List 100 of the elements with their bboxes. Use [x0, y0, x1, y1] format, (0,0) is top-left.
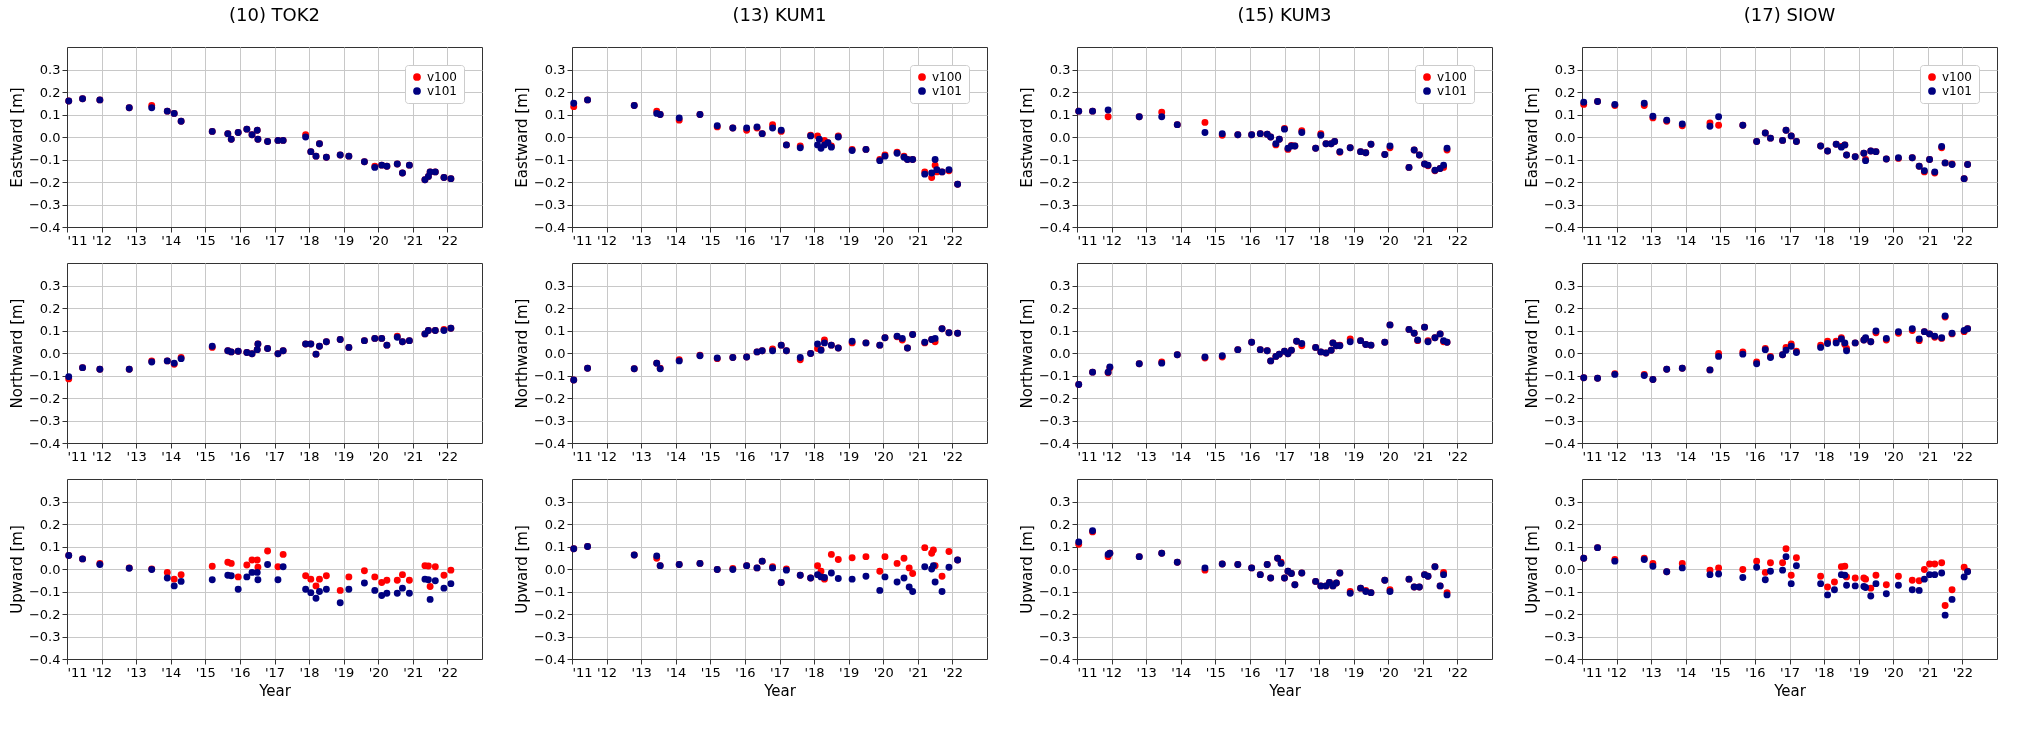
x-tick-label: '18 — [1814, 664, 1835, 680]
x-tick-label: '22 — [437, 448, 458, 464]
chart-title: (13) KUM1 — [732, 4, 827, 25]
y-tick-label: 0.3 — [39, 62, 61, 77]
x-tick-label: '11 — [1582, 664, 1603, 680]
legend-label: v101 — [932, 84, 963, 98]
y-tick-label: 0.0 — [1554, 561, 1576, 577]
x-tick-label: '15 — [195, 664, 216, 680]
legend-label: v101 — [1437, 84, 1468, 98]
x-tick-label: '18 — [299, 448, 320, 464]
x-axis-title: Year — [1773, 681, 1807, 700]
x-tick-label: '21 — [1413, 664, 1434, 680]
y-tick-label: 0.1 — [1554, 107, 1576, 122]
x-tick-label: '17 — [1779, 664, 1801, 680]
y-tick-label: 0.0 — [544, 345, 566, 361]
x-tick-label: '22 — [942, 232, 963, 248]
y-tick-label: −0.3 — [1543, 629, 1576, 644]
x-tick-label: '13 — [126, 232, 147, 248]
y-tick-label: −0.1 — [1543, 152, 1576, 167]
x-tick-label: '20 — [1883, 232, 1904, 248]
y-tick-label: −0.1 — [28, 368, 61, 383]
y-tick-label: 0.1 — [1554, 539, 1576, 554]
x-tick-label: '14 — [666, 664, 687, 680]
x-tick-label: '15 — [1710, 232, 1731, 248]
x-tick-label: '12 — [597, 664, 618, 680]
x-tick-label: '14 — [161, 448, 182, 464]
x-tick-label: '19 — [1344, 664, 1365, 680]
x-tick-label: '12 — [92, 664, 113, 680]
y-axis-title: Northward [m] — [7, 298, 26, 409]
y-tick-label: −0.4 — [533, 435, 566, 451]
y-tick-label: −0.3 — [28, 413, 61, 428]
x-tick-label: '20 — [873, 232, 894, 248]
x-tick-label: '19 — [839, 232, 860, 248]
y-tick-label: 0.2 — [1554, 300, 1576, 316]
x-tick-label: '13 — [631, 232, 652, 248]
y-tick-label: −0.4 — [1543, 435, 1576, 451]
x-tick-label: '18 — [299, 232, 320, 248]
x-tick-label: '13 — [1136, 232, 1157, 248]
y-tick-label: −0.3 — [1543, 413, 1576, 428]
x-tick-label: '18 — [299, 664, 320, 680]
y-tick-label: 0.2 — [544, 516, 566, 532]
y-tick-label: 0.0 — [39, 561, 61, 577]
y-tick-label: 0.3 — [39, 494, 61, 509]
x-tick-label: '17 — [1274, 664, 1296, 680]
y-tick-label: 0.0 — [544, 129, 566, 145]
x-tick-label: '13 — [1641, 664, 1662, 680]
x-tick-label: '15 — [700, 664, 721, 680]
x-tick-label: '16 — [735, 664, 756, 680]
y-tick-label: 0.3 — [39, 278, 61, 293]
x-tick-label: '13 — [1641, 448, 1662, 464]
x-tick-label: '15 — [1205, 448, 1226, 464]
x-tick-label: '20 — [368, 664, 389, 680]
x-tick-label: '11 — [572, 448, 593, 464]
x-tick-label: '20 — [1883, 664, 1904, 680]
y-tick-label: −0.3 — [28, 197, 61, 212]
x-tick-label: '16 — [230, 232, 251, 248]
x-tick-label: '22 — [1447, 232, 1468, 248]
x-tick-label: '22 — [942, 664, 963, 680]
x-tick-label: '22 — [1952, 448, 1973, 464]
x-tick-label: '17 — [1779, 448, 1801, 464]
y-tick-label: 0.1 — [544, 323, 566, 338]
x-tick-label: '12 — [597, 448, 618, 464]
y-tick-label: 0.1 — [39, 107, 61, 122]
y-axis-title: Eastward [m] — [7, 87, 26, 188]
x-tick-label: '14 — [161, 664, 182, 680]
x-tick-label: '13 — [1641, 232, 1662, 248]
x-tick-label: '16 — [1240, 232, 1261, 248]
y-tick-label: −0.3 — [533, 197, 566, 212]
x-tick-label: '11 — [1077, 232, 1098, 248]
x-tick-label: '18 — [804, 448, 825, 464]
y-tick-label: 0.2 — [39, 516, 61, 532]
x-tick-label: '13 — [126, 448, 147, 464]
y-tick-label: 0.2 — [1049, 300, 1071, 316]
y-tick-label: 0.1 — [1049, 323, 1071, 338]
x-tick-label: '15 — [1710, 664, 1731, 680]
y-tick-label: −0.1 — [533, 368, 566, 383]
y-tick-label: 0.1 — [39, 539, 61, 554]
x-tick-label: '17 — [1274, 448, 1296, 464]
y-axis-title: Northward [m] — [1017, 298, 1036, 409]
x-tick-label: '17 — [769, 232, 791, 248]
x-tick-label: '14 — [1171, 448, 1192, 464]
x-tick-label: '16 — [230, 448, 251, 464]
y-tick-label: −0.1 — [28, 152, 61, 167]
y-tick-label: −0.4 — [1543, 219, 1576, 235]
y-tick-label: 0.3 — [1049, 494, 1071, 509]
x-tick-label: '16 — [1745, 232, 1766, 248]
x-tick-label: '22 — [1952, 232, 1973, 248]
x-tick-label: '15 — [1205, 664, 1226, 680]
x-tick-label: '21 — [908, 448, 929, 464]
x-tick-label: '16 — [230, 664, 251, 680]
x-tick-label: '21 — [908, 664, 929, 680]
y-tick-label: −0.4 — [28, 651, 61, 667]
y-tick-label: 0.1 — [544, 539, 566, 554]
y-tick-label: −0.2 — [533, 390, 566, 406]
x-tick-label: '16 — [735, 232, 756, 248]
x-tick-label: '14 — [1171, 232, 1192, 248]
x-tick-label: '18 — [1814, 232, 1835, 248]
x-tick-label: '17 — [264, 232, 286, 248]
x-tick-label: '11 — [1077, 448, 1098, 464]
y-tick-label: −0.2 — [28, 174, 61, 190]
